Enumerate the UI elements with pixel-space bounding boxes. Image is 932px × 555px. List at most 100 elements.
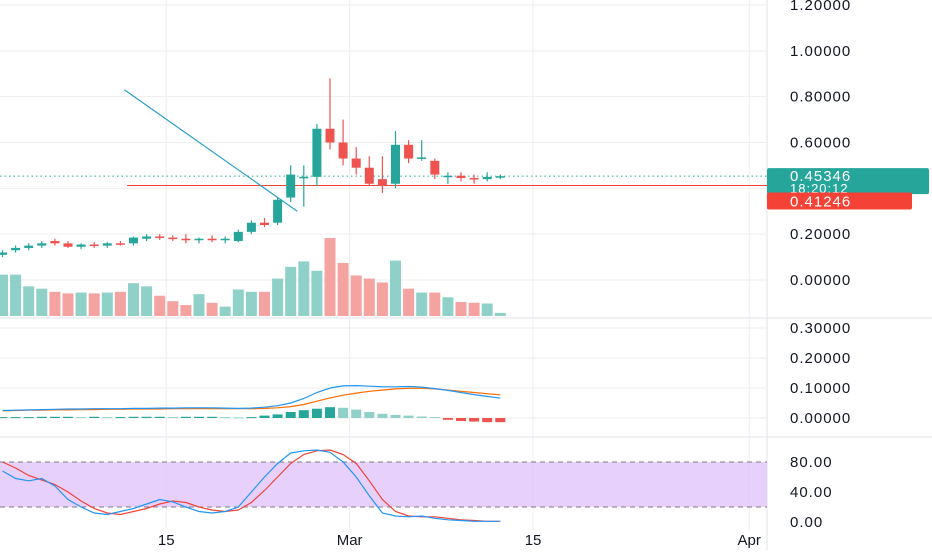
macd-histogram-bar[interactable] [403, 415, 414, 418]
candle[interactable] [37, 243, 47, 246]
macd-histogram-bar[interactable] [102, 417, 113, 419]
volume-bar[interactable] [180, 305, 192, 316]
volume-bar[interactable] [36, 288, 48, 316]
macd-histogram-bar[interactable] [311, 408, 322, 418]
volume-bar[interactable] [324, 238, 336, 316]
candle[interactable] [181, 238, 191, 241]
candle[interactable] [351, 158, 361, 168]
candle[interactable] [24, 245, 34, 248]
volume-bar[interactable] [206, 302, 218, 316]
volume-bar[interactable] [193, 294, 205, 316]
macd-histogram-bar[interactable] [220, 417, 231, 419]
candle[interactable] [11, 247, 21, 251]
candle[interactable] [377, 179, 387, 187]
macd-histogram-bar[interactable] [115, 417, 126, 419]
macd-histogram-bar[interactable] [390, 415, 401, 418]
volume-bar[interactable] [442, 297, 454, 316]
macd-histogram-bar[interactable] [429, 417, 440, 419]
macd-histogram-bar[interactable] [207, 416, 218, 418]
candle[interactable] [89, 244, 99, 246]
volume-bar[interactable] [298, 261, 310, 316]
volume-bar[interactable] [49, 291, 61, 316]
candle[interactable] [312, 128, 322, 177]
macd-histogram-bar[interactable] [364, 412, 375, 418]
volume-bar[interactable] [416, 292, 428, 316]
volume-bar[interactable] [128, 283, 139, 316]
macd-histogram-bar[interactable] [298, 410, 309, 418]
volume-bar[interactable] [429, 292, 441, 316]
candle[interactable] [115, 243, 125, 245]
volume-bar[interactable] [403, 288, 415, 316]
candle[interactable] [220, 238, 230, 241]
macd-histogram-bar[interactable] [233, 417, 244, 419]
volume-bar[interactable] [363, 278, 375, 316]
macd-histogram-bar[interactable] [482, 418, 493, 423]
candle[interactable] [155, 236, 165, 238]
volume-bar[interactable] [114, 291, 126, 316]
candle[interactable] [273, 199, 283, 223]
candle[interactable] [338, 142, 348, 159]
macd-histogram-bar[interactable] [23, 417, 34, 419]
volume-bar[interactable] [481, 303, 493, 316]
macd-line[interactable] [2, 384, 501, 412]
volume-bar[interactable] [62, 293, 74, 316]
candle[interactable] [63, 243, 73, 247]
volume-bar[interactable] [141, 286, 153, 316]
macd-histogram-bar[interactable] [49, 416, 60, 418]
candle[interactable] [286, 174, 296, 198]
macd-histogram-bar[interactable] [456, 418, 466, 421]
macd-histogram-bar[interactable] [154, 416, 165, 418]
macd-histogram-bar[interactable] [377, 413, 388, 418]
candle[interactable] [391, 144, 400, 184]
volume-bar[interactable] [232, 289, 244, 316]
candle[interactable] [417, 157, 427, 159]
candle[interactable] [482, 176, 492, 180]
macd-histogram-bar[interactable] [495, 418, 506, 423]
volume-bar[interactable] [23, 286, 35, 316]
macd-histogram-bar[interactable] [246, 417, 257, 419]
volume-bar[interactable] [272, 278, 284, 316]
candle[interactable] [456, 175, 466, 179]
candle[interactable] [168, 237, 178, 240]
volume-bar[interactable] [455, 301, 467, 316]
macd-histogram-bar[interactable] [325, 407, 335, 418]
volume-bar[interactable] [494, 312, 506, 316]
candle[interactable] [260, 222, 269, 225]
macd-histogram-bar[interactable] [89, 416, 100, 418]
volume-bar[interactable] [245, 291, 257, 316]
candle[interactable] [299, 176, 309, 179]
volume-bar[interactable] [376, 282, 388, 316]
macd-histogram-bar[interactable] [10, 417, 21, 419]
candle[interactable] [246, 222, 256, 232]
candle[interactable] [129, 237, 138, 244]
macd-histogram-bar[interactable] [442, 418, 453, 420]
candle[interactable] [495, 176, 505, 178]
macd-histogram-bar[interactable] [141, 416, 152, 418]
macd-histogram-bar[interactable] [416, 416, 427, 419]
candle[interactable] [142, 236, 152, 239]
macd-histogram-bar[interactable] [285, 412, 296, 418]
macd-histogram-bar[interactable] [76, 417, 87, 419]
macd-histogram-bar[interactable] [180, 416, 191, 418]
candle[interactable] [404, 144, 414, 159]
volume-bar[interactable] [337, 262, 349, 316]
macd-histogram-bar[interactable] [469, 418, 480, 422]
candle[interactable] [102, 243, 112, 246]
volume-bar[interactable] [88, 293, 100, 316]
candle[interactable] [364, 167, 374, 184]
macd-histogram-bar[interactable] [351, 409, 362, 418]
macd-histogram-bar[interactable] [194, 416, 204, 418]
macd-histogram-bar[interactable] [338, 407, 349, 418]
stochastic-panel[interactable] [0, 449, 767, 522]
volume-bar[interactable] [350, 275, 362, 316]
volume-bar[interactable] [75, 292, 87, 316]
volume-bar[interactable] [101, 292, 113, 316]
macd-histogram-bar[interactable] [128, 416, 139, 418]
volume-bar[interactable] [219, 306, 231, 316]
volume-bar[interactable] [167, 301, 179, 316]
macd-histogram-bar[interactable] [63, 416, 73, 418]
candle[interactable] [207, 238, 217, 241]
macd-histogram-bar[interactable] [167, 417, 178, 419]
